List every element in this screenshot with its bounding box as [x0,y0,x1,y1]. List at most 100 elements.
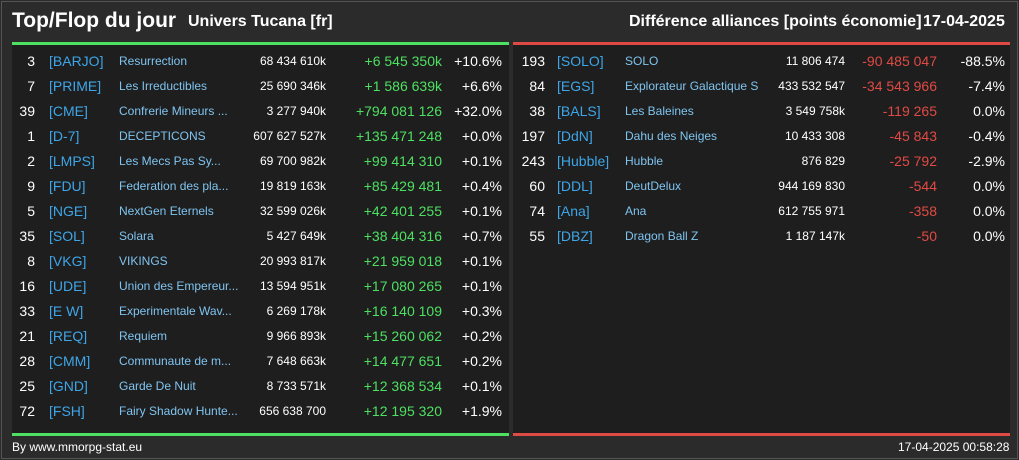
alliance-name[interactable]: Dragon Ball Z [625,229,699,243]
percent-change: +0.1% [461,253,502,269]
points-difference: +38 404 316 [363,228,442,244]
points-difference: -25 792 [889,153,937,169]
alliance-tag[interactable]: [FSH] [49,403,85,419]
alliance-tag[interactable]: [FDU] [49,178,86,194]
alliance-name[interactable]: Ana [625,204,647,218]
flop-row: 74 [Ana] Ana 612 755 971 -358 0.0% [513,199,1010,224]
alliance-name[interactable]: DeutDelux [625,179,682,193]
percent-change: -0.4% [968,128,1005,144]
alliance-tag[interactable]: [SOL] [49,228,85,244]
alliance-rank: 21 [19,328,35,344]
alliance-points: 20 993 817k [259,254,326,268]
alliance-tag[interactable]: [DBZ] [557,228,593,244]
percent-change: +0.3% [461,303,502,319]
percent-change: +0.7% [461,228,502,244]
top-row: 39 [CME] Confrerie Mineurs ... 3 277 940k +7… [12,99,509,124]
alliance-tag[interactable]: [REQ] [49,328,88,344]
alliance-points: 433 532 547 [778,79,845,93]
points-difference: +42 401 255 [363,203,442,219]
percent-change: -7.4% [968,78,1005,94]
alliance-tag[interactable]: [D-7] [49,128,80,144]
alliance-name[interactable]: Fairy Shadow Hunte... [119,404,238,418]
alliance-name[interactable]: Confrerie Mineurs ... [119,104,228,118]
points-difference: +16 140 109 [363,303,442,319]
alliance-rank: 9 [27,178,35,194]
alliance-rank: 16 [19,278,35,294]
alliance-name[interactable]: Les Baleines [625,104,694,118]
alliance-name[interactable]: Resurrection [119,54,188,68]
percent-change: +0.2% [461,353,502,369]
alliance-points: 6 269 178k [266,304,326,318]
flop-row: 243 [Hubble] Hubble 876 829 -25 792 -2.9% [513,149,1010,174]
flop-row: 193 [SOLO] SOLO 11 806 474 -90 485 047 -88.5% [513,49,1010,74]
alliance-rank: 39 [19,103,35,119]
alliance-name[interactable]: SOLO [625,54,659,68]
alliance-tag[interactable]: [UDE] [49,278,87,294]
alliance-rank: 1 [27,128,35,144]
alliance-name[interactable]: NextGen Eternels [119,204,214,218]
alliance-tag[interactable]: [EGS] [557,78,595,94]
points-difference: +12 368 534 [363,378,442,394]
alliance-points: 607 627 527k [253,129,326,143]
alliance-points: 8 733 571k [266,379,326,393]
alliance-points: 11 806 474 [785,54,845,68]
alliance-tag[interactable]: [BALS] [557,103,601,119]
alliance-tag[interactable]: [GND] [49,378,88,394]
alliance-name[interactable]: Hubble [625,154,664,168]
alliance-name[interactable]: Les Mecs Pas Sy... [119,154,221,168]
alliance-points: 68 434 610k [259,54,326,68]
alliance-tag[interactable]: [PRIME] [49,78,102,94]
alliance-name[interactable]: Les Irreductibles [119,79,208,93]
alliance-name[interactable]: Explorateur Galactique S [625,79,759,93]
points-difference: +99 414 310 [363,153,442,169]
alliance-rank: 84 [529,78,545,94]
alliance-tag[interactable]: [CME] [49,103,88,119]
alliance-rank: 35 [19,228,35,244]
alliance-points: 3 549 758k [785,104,845,118]
alliance-name[interactable]: Union des Empereur... [119,279,239,293]
alliance-tag[interactable]: [VKG] [49,253,87,269]
alliance-tag[interactable]: [SOLO] [557,53,604,69]
alliance-name[interactable]: Experimentale Wav... [119,304,232,318]
percent-change: 0.0% [973,228,1005,244]
alliance-points: 944 169 830 [778,179,845,193]
alliance-name[interactable]: Requiem [119,329,168,343]
alliance-tag[interactable]: [E W] [49,303,84,319]
top-row: 7 [PRIME] Les Irreductibles 25 690 346k +1 5… [12,74,509,99]
alliance-name[interactable]: Communaute de m... [119,354,232,368]
points-difference: -90 485 047 [862,53,937,69]
alliance-points: 612 755 971 [778,204,845,218]
alliance-rank: 5 [27,203,35,219]
alliance-rank: 193 [521,53,545,69]
alliance-tag[interactable]: [DDL] [557,178,593,194]
alliance-tag[interactable]: [Hubble] [557,153,610,169]
points-difference: +6 545 350k [364,53,442,69]
alliance-tag[interactable]: [CMM] [49,353,91,369]
percent-change: +0.1% [461,203,502,219]
universe-label: Univers Tucana [fr] [188,13,333,30]
alliance-name[interactable]: DECEPTICONS [119,129,206,143]
page-title: Top/Flop du jour [12,9,177,32]
alliance-rank: 38 [529,103,545,119]
alliance-tag[interactable]: [NGE] [49,203,88,219]
alliance-tag[interactable]: [DdN] [557,128,593,144]
alliance-name[interactable]: VIKINGS [119,254,168,268]
alliance-points: 5 427 649k [266,229,326,243]
alliance-tag[interactable]: [LMPS] [49,153,95,169]
percent-change: 0.0% [973,178,1005,194]
points-difference: +12 195 320 [363,403,442,419]
footer-credit: By www.mmorpg-stat.eu [12,440,143,454]
alliance-name[interactable]: Dahu des Neiges [625,129,718,143]
alliance-name[interactable]: Garde De Nuit [119,379,196,393]
percent-change: +0.1% [461,378,502,394]
percent-change: +0.0% [461,128,502,144]
alliance-name[interactable]: Solara [119,229,154,243]
points-difference: +15 260 062 [363,328,442,344]
alliance-name[interactable]: Federation des pla... [119,179,229,193]
percent-change: -88.5% [960,53,1005,69]
alliance-tag[interactable]: [BARJO] [49,53,104,69]
alliance-tag[interactable]: [Ana] [557,203,590,219]
percent-change: -2.9% [968,153,1005,169]
points-difference: -119 265 [882,103,937,119]
